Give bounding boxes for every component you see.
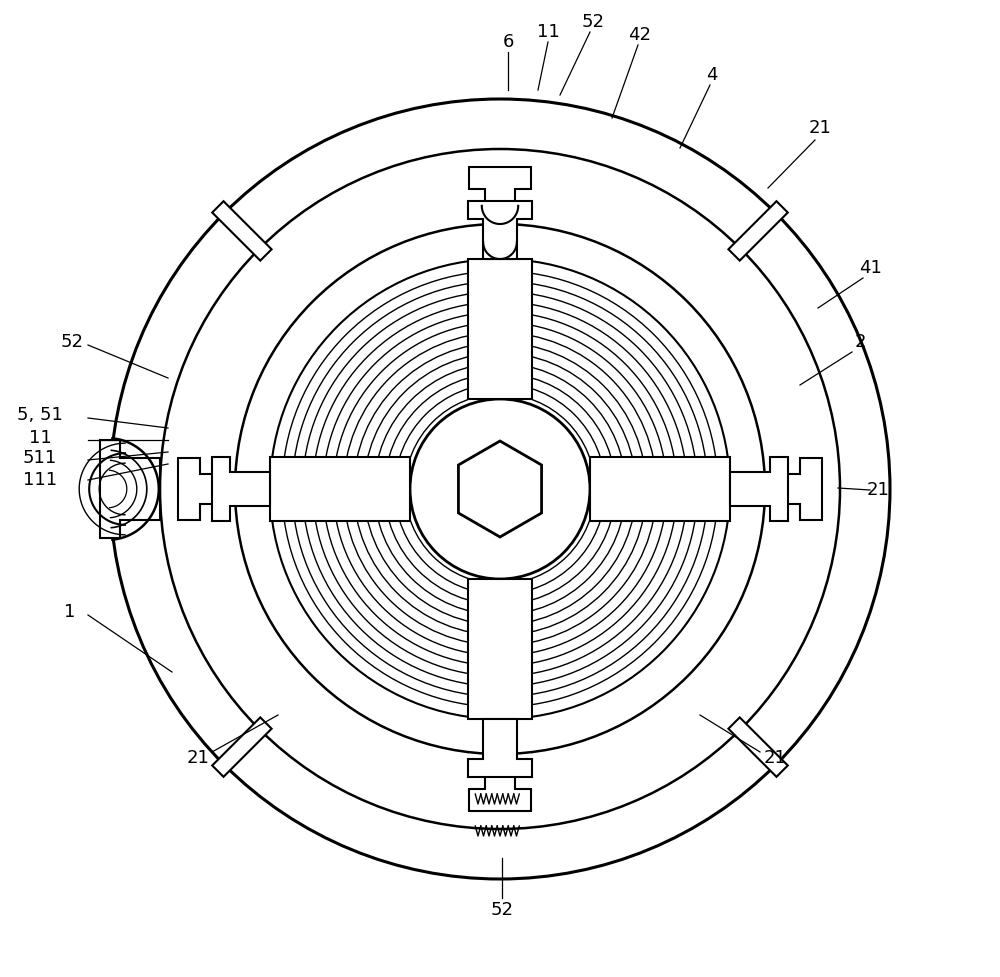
- Text: 52: 52: [490, 901, 514, 919]
- Text: 52: 52: [60, 333, 84, 351]
- Polygon shape: [270, 457, 410, 521]
- Polygon shape: [728, 201, 788, 261]
- Polygon shape: [100, 441, 160, 537]
- Polygon shape: [468, 719, 532, 777]
- Text: 21: 21: [187, 749, 209, 767]
- Text: 1: 1: [64, 603, 76, 621]
- Polygon shape: [468, 579, 532, 719]
- Text: 4: 4: [706, 66, 718, 84]
- Polygon shape: [212, 717, 272, 777]
- Text: 111: 111: [23, 471, 57, 489]
- Polygon shape: [765, 458, 822, 520]
- Polygon shape: [468, 259, 532, 399]
- Polygon shape: [730, 457, 788, 521]
- Text: 21: 21: [764, 749, 786, 767]
- Text: 41: 41: [859, 259, 881, 277]
- Text: 21: 21: [867, 481, 889, 499]
- Text: 11: 11: [537, 23, 559, 41]
- Polygon shape: [468, 201, 532, 259]
- Polygon shape: [469, 167, 531, 224]
- Polygon shape: [469, 754, 531, 811]
- Polygon shape: [212, 457, 270, 521]
- Polygon shape: [458, 441, 542, 537]
- Text: 6: 6: [502, 33, 514, 51]
- Polygon shape: [728, 717, 788, 777]
- Text: 2: 2: [854, 333, 866, 351]
- Text: 511: 511: [23, 449, 57, 467]
- Text: 42: 42: [629, 26, 652, 44]
- Text: 21: 21: [809, 119, 831, 137]
- Text: 5, 51: 5, 51: [17, 406, 63, 424]
- Text: 52: 52: [582, 13, 604, 31]
- Polygon shape: [590, 457, 730, 521]
- Polygon shape: [178, 458, 235, 520]
- Polygon shape: [212, 201, 272, 261]
- Text: 11: 11: [29, 429, 51, 447]
